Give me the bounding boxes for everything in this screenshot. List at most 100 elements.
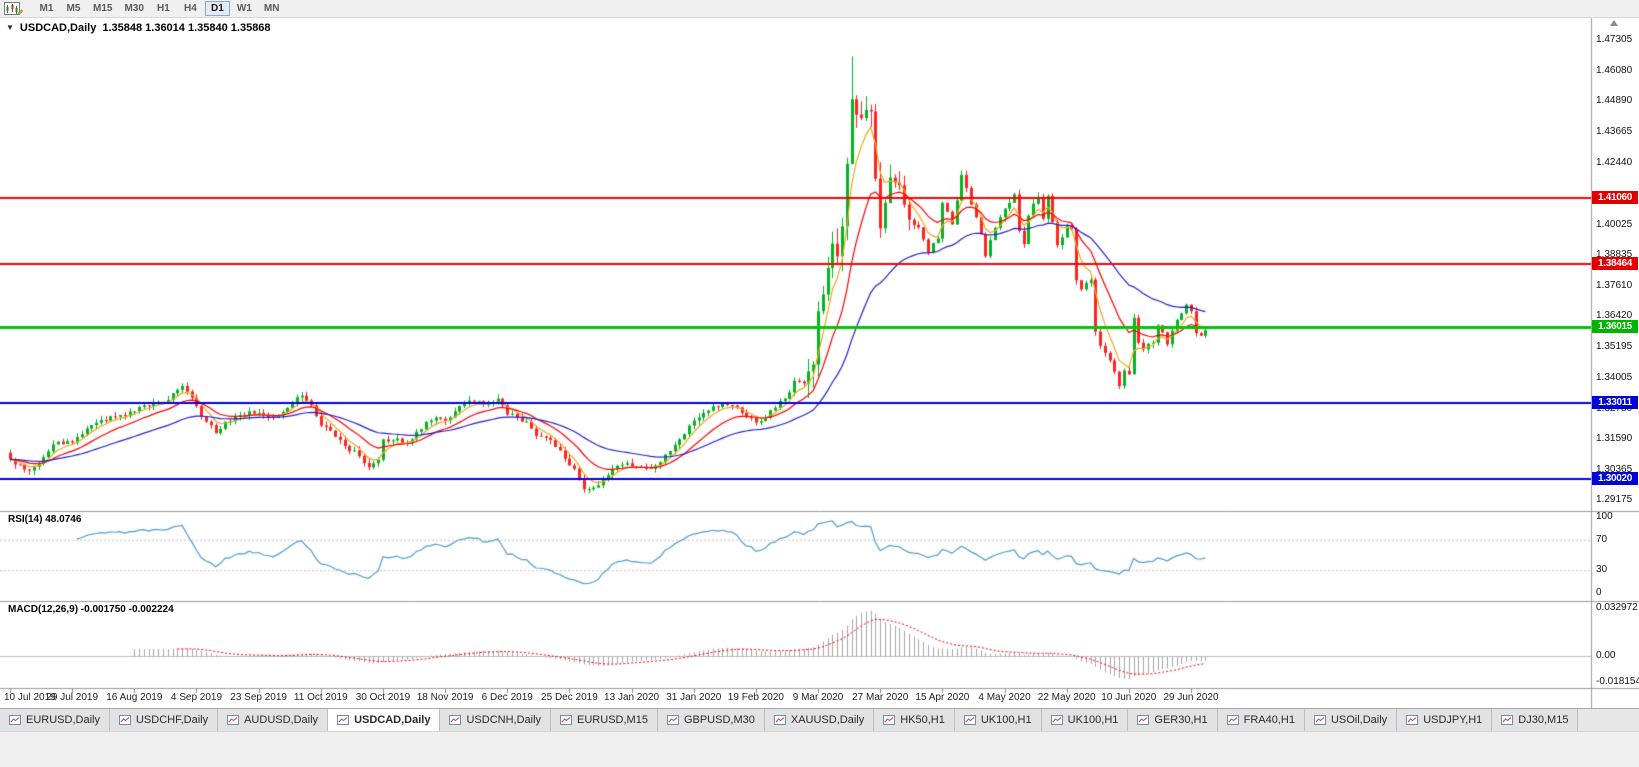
- chart-tab-eurusd-m15[interactable]: EURUSD,M15: [551, 709, 658, 731]
- chart-ohlc-values: 1.35848 1.36014 1.35840 1.35868: [102, 22, 271, 34]
- chart-tab-uk100-h1[interactable]: UK100,H1: [954, 709, 1042, 731]
- timeframe-button-mn[interactable]: MN: [259, 1, 285, 16]
- price-axis-label: 1.40025: [1596, 218, 1633, 230]
- tab-chart-icon: [9, 715, 21, 725]
- chart-tab-usdjpy-h1[interactable]: USDJPY,H1: [1397, 709, 1493, 731]
- chart-tab-hk50-h1[interactable]: HK50,H1: [874, 709, 955, 731]
- tab-chart-icon: [773, 715, 786, 725]
- tab-label: USDCAD,Daily: [354, 714, 431, 726]
- date-axis-label: 4 Sep 2019: [170, 692, 223, 703]
- chart-tab-usdcnh-daily[interactable]: USDCNH,Daily: [440, 709, 552, 731]
- rsi-axis-label: 30: [1596, 564, 1608, 576]
- tab-chart-icon: [118, 715, 131, 725]
- chart-tab-xauusd-daily[interactable]: XAUUSD,Daily: [764, 709, 875, 731]
- chart-tab-dj30-m15[interactable]: DJ30,M15: [1492, 709, 1579, 731]
- date-axis-label: 4 May 2020: [978, 692, 1031, 703]
- price-badge: 1.33011: [1592, 395, 1638, 409]
- timeframe-button-m1[interactable]: M1: [34, 1, 59, 16]
- timeframe-button-m5[interactable]: M5: [61, 1, 86, 16]
- date-axis-label: 30 Oct 2019: [355, 692, 411, 703]
- chart-tabs-bar: EURUSD,Daily USDCHF,Daily AUDUSD,Daily USDC…: [0, 708, 1639, 731]
- date-axis-label: 10 Jul 2019: [4, 692, 56, 703]
- chart-tab-uk100-h1[interactable]: UK100,H1: [1041, 709, 1129, 731]
- timeframe-buttons-group: M1 M5 M15 M30 H1 H4 D1 W1 MN: [34, 1, 284, 16]
- tab-label: GER30,H1: [1154, 714, 1208, 726]
- date-axis-label: 27 Mar 2020: [852, 692, 909, 703]
- chart-tab-usoil-daily[interactable]: USOil,Daily: [1304, 709, 1398, 731]
- price-axis-label: 1.30365: [1596, 464, 1633, 476]
- date-axis-label: 25 Dec 2019: [541, 692, 598, 703]
- chart-tab-ger30-h1[interactable]: GER30,H1: [1128, 709, 1218, 731]
- price-axis-label: 1.35195: [1596, 341, 1633, 353]
- tab-chart-icon: [560, 715, 573, 725]
- chart-tab-usdcad-daily[interactable]: USDCAD,Daily: [328, 709, 441, 731]
- chart-canvas[interactable]: [0, 0, 1639, 708]
- tab-label: EURUSD,Daily: [26, 714, 100, 726]
- timeframe-button-w1[interactable]: W1: [232, 1, 257, 16]
- tab-chart-icon: [1137, 715, 1150, 725]
- tab-label: AUDUSD,Daily: [244, 714, 319, 726]
- tab-chart-icon: [337, 715, 350, 725]
- tab-chart-icon: [1050, 715, 1063, 725]
- tab-chart-icon: [883, 715, 896, 725]
- date-axis-label: 23 Sep 2019: [230, 692, 287, 703]
- chart-window-icon[interactable]: ▼: [6, 23, 14, 32]
- tab-label: UK100,H1: [980, 714, 1032, 726]
- date-axis-label: 11 Oct 2019: [293, 692, 348, 703]
- chart-tab-eurusd-daily[interactable]: EURUSD,Daily: [0, 709, 110, 731]
- tab-label: UK100,H1: [1067, 714, 1119, 726]
- chart-tab-audusd-daily[interactable]: AUDUSD,Daily: [218, 709, 329, 731]
- macd-axis-label: 0.032972: [1596, 602, 1638, 614]
- tab-chart-icon: [1406, 715, 1419, 725]
- chart-tab-fra40-h1[interactable]: FRA40,H1: [1217, 709, 1305, 731]
- tab-label: DJ30,M15: [1518, 714, 1569, 726]
- price-axis-label: 1.43665: [1596, 126, 1633, 138]
- rsi-indicator-label: RSI(14) 48.0746: [8, 514, 82, 525]
- tab-chart-icon: [963, 715, 976, 725]
- timeframe-button-m15[interactable]: M15: [88, 1, 117, 16]
- price-axis-label: 1.47305: [1596, 33, 1633, 45]
- tab-chart-icon: [666, 715, 679, 725]
- price-axis-label: 1.29175: [1596, 494, 1633, 506]
- charts-toolbar-icon[interactable]: [4, 1, 24, 16]
- timeframe-button-h1[interactable]: H1: [151, 1, 176, 16]
- chart-tab-usdchf-daily[interactable]: USDCHF,Daily: [109, 709, 219, 731]
- macd-axis-label: 0.00: [1596, 649, 1616, 661]
- rsi-axis-label: 100: [1596, 511, 1613, 522]
- tab-chart-icon: [227, 715, 240, 725]
- macd-indicator-label: MACD(12,26,9) -0.001750 -0.002224: [8, 604, 174, 615]
- price-axis-label: 1.42440: [1596, 157, 1633, 169]
- price-axis-label: 1.44890: [1596, 95, 1633, 107]
- date-axis-label: 18 Nov 2019: [416, 692, 474, 703]
- timeframe-button-h4[interactable]: H4: [178, 1, 203, 16]
- tab-chart-icon: [1501, 715, 1514, 725]
- price-axis-label: 1.46080: [1596, 64, 1633, 76]
- date-axis-label: 6 Dec 2019: [481, 692, 533, 703]
- price-axis-label: 1.34005: [1596, 371, 1633, 383]
- tab-label: USDCNH,Daily: [466, 714, 542, 726]
- price-axis-label: 1.37610: [1596, 280, 1633, 292]
- tab-label: XAUUSD,Daily: [790, 714, 865, 726]
- date-axis-label: 31 Jan 2020: [666, 692, 722, 703]
- date-axis-label: 22 May 2020: [1037, 692, 1096, 703]
- chart-titlebar: ▼ USDCAD,Daily 1.35848 1.36014 1.35840 1…: [6, 20, 271, 36]
- date-axis-label: 9 Mar 2020: [792, 692, 844, 703]
- timeframe-button-d1[interactable]: D1: [204, 1, 230, 16]
- status-bar: [0, 731, 1639, 767]
- tab-chart-icon: [449, 715, 462, 725]
- price-badge: 1.38464: [1592, 257, 1638, 271]
- date-axis-label: 29 Jul 2019: [46, 692, 99, 703]
- price-axis-label: 1.31590: [1596, 433, 1633, 445]
- chart-tab-gbpusd-m30[interactable]: GBPUSD,M30: [657, 709, 765, 731]
- tab-label: USDCHF,Daily: [135, 714, 209, 726]
- price-badge: 1.36015: [1592, 319, 1638, 333]
- price-badge: 1.41060: [1592, 191, 1638, 205]
- chart-title: USDCAD,Daily: [19, 22, 97, 34]
- tab-label: HK50,H1: [900, 714, 945, 726]
- date-axis-label: 29 Jun 2020: [1163, 692, 1219, 703]
- price-axis-label: 1.36420: [1596, 310, 1633, 322]
- date-axis-label: 13 Jan 2020: [604, 692, 660, 703]
- timeframe-button-m30[interactable]: M30: [119, 1, 148, 16]
- macd-axis-label: -0.018154: [1596, 676, 1639, 688]
- date-axis-label: 15 Apr 2020: [915, 692, 970, 703]
